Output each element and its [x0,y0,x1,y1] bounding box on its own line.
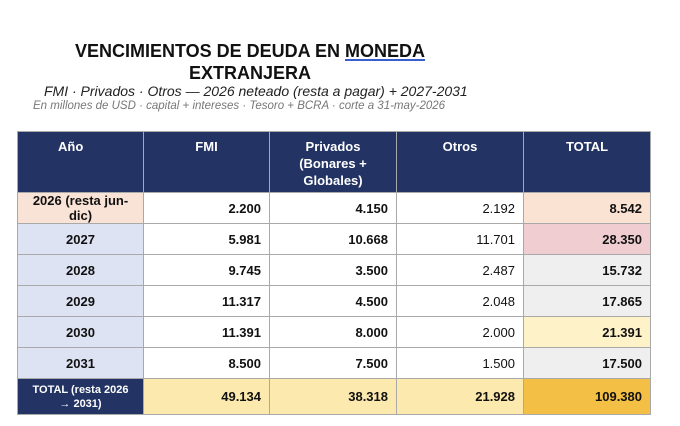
table-header-row: Año FMI Privados (Bonares + Globales) Ot… [17,131,651,193]
privados-cell: 7.500 [269,347,397,379]
privados-cell: 3.500 [269,254,397,286]
page-title: VENCIMIENTOS DE DEUDA EN MONEDA [0,40,500,62]
year-cell: 2029 [17,285,144,317]
otros-cell: 2.000 [396,316,524,348]
total-cell: 28.350 [523,223,651,255]
header-otros: Otros [396,131,524,193]
year-cell: 2027 [17,223,144,255]
table-row: 2030 11.391 8.000 2.000 21.391 [17,316,651,348]
debt-table: Año FMI Privados (Bonares + Globales) Ot… [17,131,651,415]
fmi-cell: 5.981 [143,223,270,255]
table-row: 2026 (resta jun-dic) 2.200 4.150 2.192 8… [17,192,651,224]
privados-cell: 4.500 [269,285,397,317]
page-note: En millones de USD · capital + intereses… [33,100,446,112]
otros-cell: 2.192 [396,192,524,224]
year-cell: 2026 (resta jun-dic) [17,192,144,224]
otros-cell: 11.701 [396,223,524,255]
table-total-row: TOTAL (resta 2026 → 2031) 49.134 38.318 … [17,378,651,415]
otros-cell: 2.487 [396,254,524,286]
privados-cell: 4.150 [269,192,397,224]
header-year: Año [17,131,144,193]
total-cell: 8.542 [523,192,651,224]
fmi-cell: 9.745 [143,254,270,286]
year-cell: 2031 [17,347,144,379]
grand-total-cell: 109.380 [523,378,651,415]
fmi-cell: 11.317 [143,285,270,317]
total-otros-cell: 21.928 [396,378,524,415]
privados-cell: 8.000 [269,316,397,348]
otros-cell: 1.500 [396,347,524,379]
table-row: 2028 9.745 3.500 2.487 15.732 [17,254,651,286]
header-total: TOTAL [523,131,651,193]
fmi-cell: 8.500 [143,347,270,379]
year-cell: 2028 [17,254,144,286]
total-privados-cell: 38.318 [269,378,397,415]
fmi-cell: 2.200 [143,192,270,224]
privados-cell: 10.668 [269,223,397,255]
total-cell: 15.732 [523,254,651,286]
total-cell: 17.865 [523,285,651,317]
header-privados: Privados (Bonares + Globales) [269,131,397,193]
fmi-cell: 11.391 [143,316,270,348]
table-row: 2027 5.981 10.668 11.701 28.350 [17,223,651,255]
total-label-cell: TOTAL (resta 2026 → 2031) [17,378,144,415]
total-cell: 21.391 [523,316,651,348]
title-underlined-word: MONEDA [345,41,426,61]
otros-cell: 2.048 [396,285,524,317]
page-title-line2: EXTRANJERA [188,63,312,83]
total-cell: 17.500 [523,347,651,379]
table-row: 2029 11.317 4.500 2.048 17.865 [17,285,651,317]
title-line1-prefix: VENCIMIENTOS DE DEUDA EN [74,41,346,61]
table-row: 2031 8.500 7.500 1.500 17.500 [17,347,651,379]
page-subtitle: FMI · Privados · Otros — 2026 neteado (r… [44,83,468,99]
total-fmi-cell: 49.134 [143,378,270,415]
header-fmi: FMI [143,131,270,193]
year-cell: 2030 [17,316,144,348]
